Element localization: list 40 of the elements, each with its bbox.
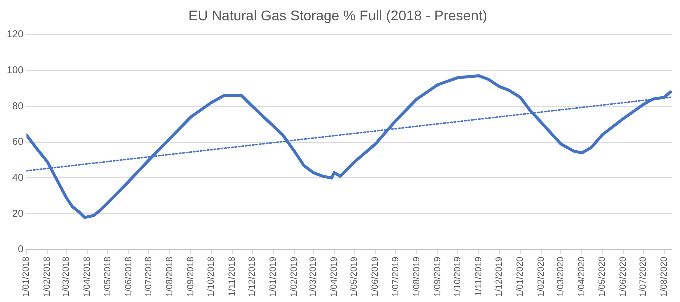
- x-tick-label: 1/08/2018: [164, 256, 175, 298]
- x-tick-label: 1/04/2020: [576, 256, 587, 298]
- y-tick-label: 40: [12, 172, 24, 184]
- x-tick-label: 1/01/2019: [268, 256, 278, 298]
- x-tick-label: 1/11/2019: [474, 256, 484, 296]
- x-tick-label: 1/05/2018: [102, 256, 112, 298]
- x-tick-label: 1/12/2018: [247, 256, 258, 298]
- x-tick-label: 1/03/2020: [556, 256, 566, 298]
- y-tick-label: 20: [12, 208, 24, 220]
- x-tick-label: 1/11/2018: [226, 256, 237, 296]
- x-tick-label: 1/06/2020: [618, 256, 628, 298]
- x-tick-label: 1/01/2020: [514, 256, 525, 298]
- y-tick-label: 60: [12, 137, 24, 148]
- x-tick-label: 1/07/2018: [144, 256, 154, 298]
- x-tick-label: 1/12/2019: [494, 256, 504, 298]
- x-tick-label: 1/02/2018: [42, 256, 52, 298]
- y-tick-label: 120: [6, 30, 24, 41]
- x-tick-label: 1/03/2019: [308, 256, 318, 298]
- x-tick-label: 1/07/2019: [390, 256, 400, 298]
- y-tick-label: 0: [18, 244, 24, 256]
- x-tick-label: 1/02/2020: [536, 256, 546, 298]
- x-tick-label: 1/07/2020: [638, 256, 648, 298]
- x-tick-label: 1/06/2018: [123, 256, 134, 298]
- y-tick-label: 100: [6, 65, 24, 76]
- x-tick-label: 1/09/2019: [432, 256, 442, 298]
- x-tick-label: 1/08/2019: [411, 256, 422, 298]
- x-tick-label: 1/09/2018: [186, 256, 196, 298]
- x-tick-label: 1/04/2019: [328, 256, 339, 298]
- x-tick-label: 1/05/2019: [349, 256, 360, 298]
- y-tick-label: 80: [12, 101, 24, 112]
- x-tick-label: 1/06/2019: [370, 256, 380, 298]
- x-tick-label: 1/10/2019: [452, 256, 463, 298]
- x-tick-label: 1/10/2018: [206, 256, 216, 298]
- x-tick-label: 1/08/2020: [659, 256, 670, 298]
- x-tick-label: 1/01/2018: [21, 256, 32, 298]
- x-tick-label: 1/02/2019: [289, 256, 300, 298]
- x-tick-label: 1/04/2018: [82, 256, 92, 298]
- chart-title: EU Natural Gas Storage % Full (2018 - Present): [188, 7, 488, 24]
- x-tick-label: 1/05/2020: [596, 256, 607, 298]
- x-tick-label: 1/03/2018: [61, 256, 72, 298]
